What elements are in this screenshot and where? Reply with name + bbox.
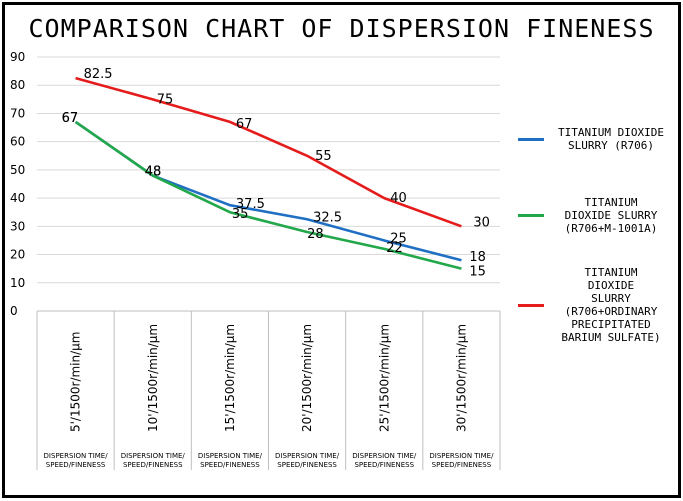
data-label: 48 <box>145 165 162 180</box>
data-label: 67 <box>236 117 253 132</box>
data-label: 37.5 <box>236 197 265 212</box>
series-line-1 <box>74 120 462 270</box>
data-label: 32.5 <box>313 210 342 225</box>
x-sublabel: SPEED/FINENESS <box>200 461 260 469</box>
x-tick-label: 30'/1500r/min/μm <box>454 324 468 432</box>
data-label: 28 <box>307 227 324 242</box>
data-label: 15 <box>469 265 486 280</box>
x-sublabel: SPEED/FINENESS <box>354 461 414 469</box>
data-label: 75 <box>157 92 174 107</box>
x-sublabel: DISPERSION TIME/ <box>275 452 340 460</box>
x-sublabel: SPEED/FINENESS <box>123 461 183 469</box>
legend-label: TITANIUM DIOXIDE SLURRY (R706) <box>558 126 664 152</box>
data-label: 48 <box>145 165 162 180</box>
x-sublabel: SPEED/FINENESS <box>432 461 492 469</box>
legend-swatch <box>518 214 544 217</box>
series-line-2 <box>75 76 462 228</box>
y-tick-label: 50 <box>10 163 25 177</box>
data-label: 40 <box>390 191 407 206</box>
x-sublabel: SPEED/FINENESS <box>277 461 337 469</box>
y-tick-label: 10 <box>10 276 25 290</box>
data-label: 55 <box>315 149 332 164</box>
data-label: 25 <box>390 231 407 246</box>
x-tick-label: 5'/1500r/min/μm <box>69 332 83 433</box>
y-tick-label: 60 <box>10 135 25 149</box>
y-tick-label: 40 <box>10 191 25 205</box>
y-tick-label: 0 <box>10 304 18 318</box>
legend-swatch <box>518 137 544 141</box>
y-tick-label: 30 <box>10 219 25 233</box>
data-label: 18 <box>469 250 486 265</box>
x-sublabel: DISPERSION TIME/ <box>352 452 417 460</box>
legend-item-r706-m1001a: TITANIUM DIOXIDE SLURRY (R706+M-1001A) <box>518 196 670 235</box>
legend-item-r706: TITANIUM DIOXIDE SLURRY (R706) <box>518 126 670 152</box>
y-tick-label: 70 <box>10 106 25 120</box>
data-label: 67 <box>62 111 79 126</box>
data-label: 22 <box>386 241 403 256</box>
x-sublabel: DISPERSION TIME/ <box>44 452 109 460</box>
data-label: 82.5 <box>84 67 113 82</box>
data-label: 35 <box>232 207 249 222</box>
legend-swatch <box>518 303 544 307</box>
legend-label: TITANIUM DIOXIDE SLURRY (R706+ORDINARY P… <box>561 266 661 344</box>
x-sublabel: DISPERSION TIME/ <box>121 452 186 460</box>
x-tick-label: 10'/1500r/min/μm <box>146 324 160 432</box>
x-sublabel: DISPERSION TIME/ <box>429 452 494 460</box>
y-tick-label: 80 <box>10 78 25 92</box>
chart-title: COMPARISON CHART OF DISPERSION FINENESS <box>28 14 655 43</box>
y-tick-label: 90 <box>10 50 25 64</box>
x-tick-label: 25'/1500r/min/μm <box>377 324 391 432</box>
data-label: 30 <box>473 215 490 230</box>
x-sublabel: DISPERSION TIME/ <box>198 452 263 460</box>
legend-item-r706-barium: TITANIUM DIOXIDE SLURRY (R706+ORDINARY P… <box>518 266 670 344</box>
legend-label: TITANIUM DIOXIDE SLURRY (R706+M-1001A) <box>564 196 658 235</box>
x-tick-label: 15'/1500r/min/μm <box>223 324 237 432</box>
x-tick-label: 20'/1500r/min/μm <box>300 324 314 432</box>
x-sublabel: SPEED/FINENESS <box>46 461 106 469</box>
data-label: 67 <box>62 111 79 126</box>
y-tick-label: 20 <box>10 248 25 262</box>
